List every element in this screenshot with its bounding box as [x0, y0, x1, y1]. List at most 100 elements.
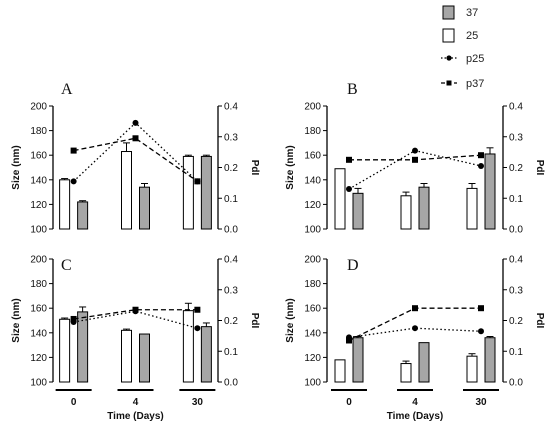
marker-p25-day-0	[346, 334, 352, 341]
y-left-tick-label: 120	[30, 353, 47, 364]
marker-p25-day-0	[70, 178, 77, 185]
legend-swatch-s25	[442, 28, 455, 43]
y-right-axis-title: PdI	[534, 313, 545, 329]
y-left-tick-label: 180	[304, 279, 321, 290]
marker-p25-day-4	[132, 119, 139, 126]
bar-37-day-0	[352, 337, 364, 383]
bar-25-day-4	[121, 151, 132, 230]
y-left-tick-label: 180	[304, 126, 321, 137]
line-p37	[73, 137, 198, 182]
y-left-tick-label: 180	[30, 279, 47, 290]
legend-label-p37: p37	[466, 78, 484, 90]
y-right-tick-label: 0.0	[224, 225, 238, 236]
y-right-tick-label: 0.2	[224, 163, 238, 174]
panel-letter: D	[347, 257, 359, 274]
y-right-tick-label: 0.1	[509, 347, 523, 358]
y-right-tick-label: 0.2	[224, 316, 238, 327]
marker-p37-day-0	[346, 337, 352, 344]
panel-A: A 100 120 140 160 180 200 0.0 0.1 0.2 0.3 0.4 Size (…	[11, 81, 260, 236]
bar-25-day-0	[334, 168, 346, 230]
marker-p25-day-0	[346, 186, 352, 193]
marker-p37-day-30	[194, 306, 201, 313]
y-right-tick-label: 0.2	[509, 163, 523, 174]
y-left-tick-label: 100	[30, 225, 47, 236]
panel-letter: C	[61, 257, 72, 274]
panel-D: D 100 120 140 160 180 200 0.0 0.1 0.2 0.3 0.4 Size (…	[285, 255, 545, 389]
legend-swatch-s37	[442, 5, 455, 20]
line-p25	[73, 122, 198, 182]
y-left-axis-title: Size (nm)	[11, 298, 22, 342]
bar-25-day-4	[400, 363, 412, 383]
marker-p25-day-30	[194, 178, 201, 185]
marker-p37-day-0	[70, 147, 77, 154]
y-left-tick-label: 140	[304, 328, 321, 339]
y-left-tick-label: 100	[304, 225, 321, 236]
y-left-axis-title: Size (nm)	[285, 298, 296, 342]
y-right-tick-label: 0.2	[509, 316, 523, 327]
x-axis-group: 0 4 30 Time (Days) 0 4 30 Time (Days)	[55, 389, 499, 422]
marker-p25-day-30	[478, 162, 484, 169]
y-right-tick-label: 0.1	[509, 194, 523, 205]
bar-25-day-0	[334, 359, 346, 383]
x-tick-label-0: 0	[346, 397, 352, 408]
y-right-tick-label: 0.3	[224, 132, 238, 143]
bar-37-day-4	[139, 333, 150, 383]
x-tick-label-0: 0	[71, 397, 77, 408]
y-left-tick-label: 200	[304, 255, 321, 266]
panel-letter: A	[61, 81, 73, 98]
x-tick-label-4: 4	[412, 397, 418, 408]
y-left-tick-label: 140	[30, 175, 47, 186]
bar-37-day-30	[484, 337, 496, 383]
marker-p25-day-4	[132, 308, 139, 315]
bar-37-day-30	[484, 153, 496, 230]
y-left-tick-label: 140	[30, 328, 47, 339]
marker-p25-day-30	[478, 328, 484, 335]
chart-panels: A 100 120 140 160 180 200 0.0 0.1 0.2 0.3 0.4 Size (…	[11, 81, 545, 389]
y-left-axis-title: Size (nm)	[285, 145, 296, 189]
y-left-tick-label: 200	[304, 102, 321, 113]
x-axis-right: 0 4 30 Time (Days)	[331, 389, 499, 422]
bar-25-day-30	[182, 310, 194, 383]
marker-p37-day-0	[346, 156, 352, 163]
y-right-axis-title: PdI	[249, 313, 260, 329]
y-left-tick-label: 160	[30, 151, 47, 162]
legend-label-s37: 37	[466, 7, 478, 19]
x-axis-title: Time (Days)	[107, 411, 164, 422]
bar-37-day-0	[77, 201, 89, 230]
y-left-tick-label: 100	[30, 378, 47, 389]
bar-37-day-0	[352, 192, 364, 230]
x-tick-label-30: 30	[475, 397, 487, 408]
y-left-tick-label: 140	[304, 175, 321, 186]
bar-25-day-0	[59, 318, 71, 383]
marker-p25-day-4	[412, 325, 418, 332]
panel-B: B 100 120 140 160 180 200 0.0 0.1 0.2 0.3 0.4 Size (…	[285, 81, 545, 236]
marker-p25-day-0	[70, 319, 77, 326]
y-right-tick-label: 0.1	[224, 347, 238, 358]
line-p37	[73, 309, 198, 320]
legend-item-p25: p25	[441, 53, 484, 65]
x-axis-left: 0 4 30 Time (Days)	[55, 389, 216, 422]
panel-C: C 100 120 140 160 180 200 0.0 0.1 0.2 0.3 0.4 Size (…	[11, 255, 260, 389]
legend-marker-p37	[446, 80, 452, 86]
marker-p37-day-0	[70, 315, 77, 322]
y-left-tick-label: 160	[304, 304, 321, 315]
bar-37-day-4	[139, 186, 150, 230]
marker-p37-day-4	[132, 135, 139, 142]
x-axis-title: Time (Days)	[387, 411, 444, 422]
y-right-tick-label: 0.3	[509, 132, 523, 143]
y-left-tick-label: 120	[304, 200, 321, 211]
panel-letter: B	[347, 81, 358, 98]
y-right-tick-label: 0.0	[509, 225, 523, 236]
y-left-tick-label: 160	[304, 151, 321, 162]
bar-25-day-30	[466, 355, 478, 383]
y-left-tick-label: 120	[304, 353, 321, 364]
y-left-tick-label: 200	[30, 255, 47, 266]
bar-37-day-4	[418, 186, 430, 230]
marker-p25-day-4	[412, 147, 418, 154]
line-p37	[348, 307, 481, 342]
legend-item-s25: 25	[442, 28, 478, 43]
y-right-axis-title: PdI	[534, 160, 545, 176]
x-tick-label-4: 4	[133, 397, 139, 408]
bar-25-day-4	[121, 329, 132, 383]
